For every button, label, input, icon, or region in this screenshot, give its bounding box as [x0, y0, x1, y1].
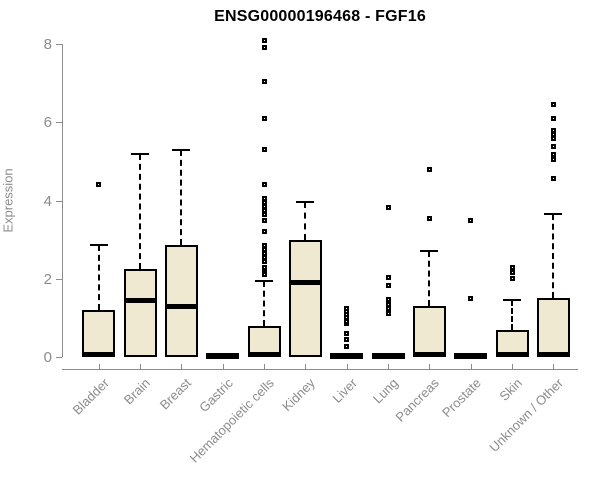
x-tick: [98, 364, 100, 369]
outlier-point: [261, 242, 267, 248]
outlier-point: [550, 115, 556, 121]
box: [412, 306, 446, 357]
outlier-point: [96, 182, 102, 188]
median-line: [371, 353, 405, 359]
outlier-point: [261, 147, 267, 153]
outlier-point: [426, 166, 432, 172]
outlier-point: [385, 305, 391, 311]
upper-whisker: [97, 245, 100, 311]
upper-whisker: [304, 202, 307, 240]
box: [123, 268, 157, 357]
upper-whisker: [263, 280, 265, 327]
y-axis: [62, 44, 63, 357]
median-line: [206, 353, 240, 359]
outlier-point: [385, 297, 391, 303]
median-line: [288, 280, 322, 286]
outlier-point: [261, 45, 267, 51]
outlier-point: [344, 305, 350, 311]
outlier-point: [261, 217, 267, 223]
box: [288, 239, 322, 357]
outlier-point: [261, 37, 267, 43]
outlier-point: [385, 282, 391, 288]
upper-whisker-cap: [255, 279, 273, 282]
outlier-point: [385, 205, 391, 211]
outlier-point: [468, 296, 474, 302]
x-tick: [553, 364, 555, 369]
y-tick-label: 8: [43, 36, 52, 53]
upper-whisker: [511, 300, 513, 330]
outlier-point: [550, 144, 556, 150]
median-line: [412, 351, 446, 357]
upper-whisker-cap: [544, 213, 563, 216]
outlier-point: [261, 182, 267, 188]
upper-whisker: [139, 153, 141, 269]
x-tick: [346, 364, 348, 369]
y-tick: [56, 122, 62, 124]
box: [536, 298, 570, 357]
upper-whisker-cap: [131, 152, 149, 155]
x-tick: [222, 364, 224, 369]
median-line: [495, 351, 529, 357]
y-tick-label: 6: [43, 114, 52, 132]
upper-whisker-cap: [296, 201, 315, 204]
x-axis: [62, 369, 578, 370]
median-line: [123, 297, 157, 303]
y-tick: [56, 44, 62, 45]
outlier-point: [509, 276, 515, 282]
upper-whisker-cap: [503, 299, 521, 302]
x-tick: [181, 364, 183, 369]
median-line: [164, 303, 198, 309]
x-tick: [429, 364, 431, 369]
median-line: [536, 351, 570, 357]
outlier-point: [509, 270, 515, 276]
y-axis-label: Expression: [0, 168, 16, 233]
upper-whisker-cap: [420, 250, 439, 253]
outlier-point: [261, 264, 267, 270]
chart-title: ENSG00000196468 - FGF16: [214, 8, 426, 25]
outlier-point: [385, 275, 391, 281]
y-tick-label: 4: [43, 192, 52, 210]
outlier-point: [550, 102, 556, 108]
x-tick: [512, 364, 513, 369]
median-line: [82, 351, 116, 357]
outlier-point: [385, 301, 391, 307]
median-line: [454, 353, 488, 359]
outlier-point: [426, 215, 432, 221]
y-tick: [56, 357, 62, 358]
upper-whisker: [180, 149, 183, 246]
upper-whisker-cap: [89, 244, 108, 247]
outlier-point: [261, 78, 267, 84]
outlier-point: [344, 336, 350, 342]
outlier-point: [509, 265, 515, 271]
outlier-point: [550, 176, 556, 182]
outlier-point: [261, 196, 267, 202]
y-tick-label: 0: [43, 349, 52, 366]
x-tick: [140, 364, 141, 369]
outlier-point: [261, 115, 267, 121]
x-tick: [388, 364, 389, 369]
outlier-point: [344, 330, 350, 336]
y-tick-label: 2: [43, 270, 52, 288]
outlier-point: [261, 229, 267, 235]
median-line: [330, 353, 364, 359]
x-tick: [470, 364, 472, 369]
upper-whisker: [552, 214, 555, 299]
median-line: [247, 351, 281, 357]
upper-whisker: [428, 251, 431, 307]
box: [82, 310, 116, 357]
box: [164, 245, 198, 357]
outlier-point: [344, 344, 350, 350]
upper-whisker-cap: [172, 148, 191, 151]
y-tick: [56, 278, 62, 280]
outlier-point: [550, 152, 556, 158]
outlier-point: [550, 128, 556, 134]
outlier-point: [550, 156, 556, 162]
outlier-point: [468, 217, 474, 223]
y-tick: [56, 200, 62, 202]
x-tick: [305, 364, 307, 369]
x-tick: [264, 364, 265, 369]
outlier-point: [385, 310, 391, 316]
